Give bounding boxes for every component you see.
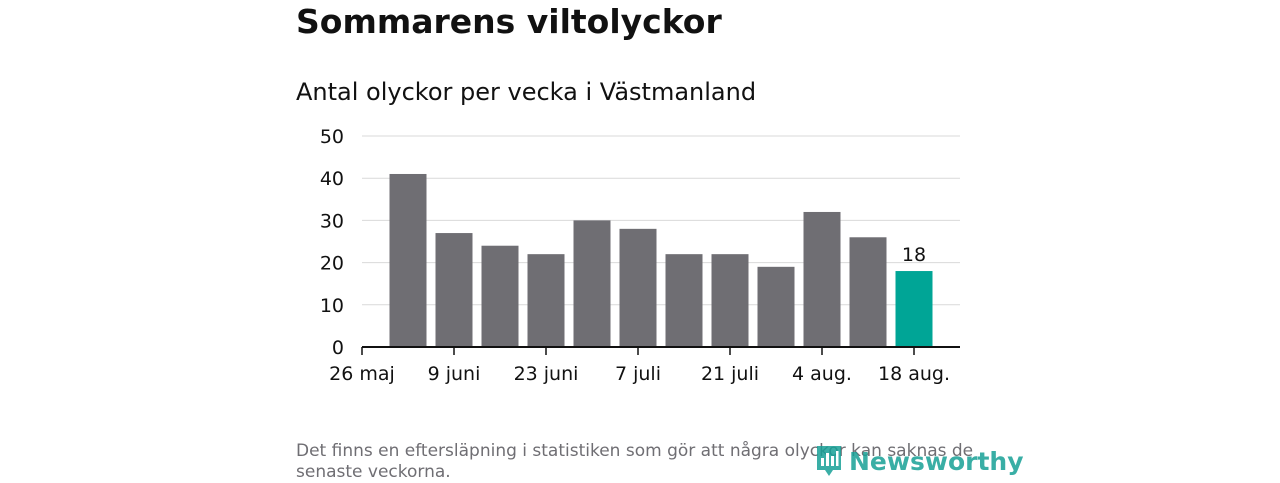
- bar: [481, 245, 519, 347]
- data-label: 18: [902, 244, 926, 266]
- bar: [619, 228, 657, 347]
- bar: [665, 254, 703, 347]
- axes: [361, 346, 960, 355]
- bar: [573, 220, 611, 347]
- bar: [849, 237, 887, 347]
- bar: [895, 271, 933, 347]
- bar: [803, 211, 841, 347]
- y-tick-label: 10: [320, 295, 344, 317]
- footnote: Det finns en eftersläpning i statistiken…: [296, 441, 974, 482]
- bar: [435, 233, 473, 347]
- x-tick-label: 23 juni: [514, 363, 579, 385]
- bar: [711, 254, 749, 347]
- chart-subtitle: Antal olyckor per vecka i Västmanland: [296, 78, 757, 106]
- x-tick-label: 9 juni: [428, 363, 481, 385]
- chart-title: Sommarens viltolyckor: [296, 2, 722, 41]
- y-tick-label: 30: [320, 210, 344, 232]
- bar: [389, 173, 427, 347]
- newsworthy-logo-icon: [817, 446, 841, 476]
- y-tick-label: 50: [320, 126, 344, 148]
- bar: [757, 266, 795, 347]
- y-tick-label: 20: [320, 253, 344, 275]
- y-tick-label: 0: [332, 337, 344, 359]
- x-tick-label: 18 aug.: [878, 363, 950, 385]
- bars: [389, 173, 933, 347]
- tick-labels: 0 10 20 30 40 50 18 26 maj 9 juni 23 juni 7 juli 21…: [320, 126, 950, 385]
- bar-chart: 0 10 20 30 40 50 18 26 maj 9 juni 23 juni 7 juli 21…: [320, 126, 960, 385]
- y-tick-label: 40: [320, 168, 344, 190]
- x-tick-label: 26 maj: [329, 363, 395, 385]
- logo-text: Newsworthy: [849, 446, 1024, 476]
- x-tick-label: 7 juli: [615, 363, 661, 385]
- newsworthy-logo: Newsworthy: [815, 444, 1024, 478]
- x-tick-label: 21 juli: [701, 363, 759, 385]
- x-tick-label: 4 aug.: [792, 363, 852, 385]
- bar: [527, 254, 565, 347]
